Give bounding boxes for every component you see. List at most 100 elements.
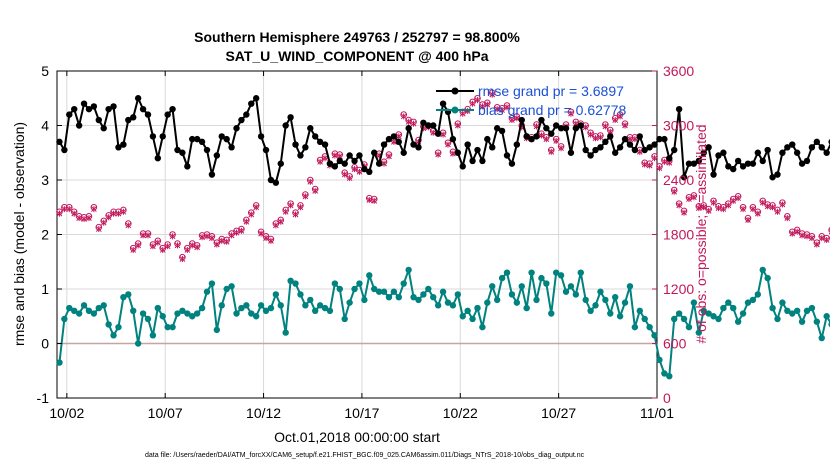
bias-point bbox=[430, 293, 437, 301]
bias-point bbox=[346, 299, 353, 306]
bias-point bbox=[425, 285, 432, 293]
assimilated-obs-point bbox=[705, 207, 712, 214]
assimilated-obs-point bbox=[582, 124, 589, 131]
possible-obs-point bbox=[828, 227, 830, 233]
assimilated-obs-point bbox=[430, 129, 437, 136]
rmse-point bbox=[730, 165, 737, 173]
assimilated-obs-point bbox=[681, 209, 687, 216]
bias-point bbox=[636, 307, 643, 314]
rmse-point bbox=[341, 160, 348, 167]
assimilated-obs-point bbox=[499, 107, 505, 114]
rmse-point bbox=[808, 144, 816, 151]
rmse-point bbox=[793, 149, 801, 156]
rmse-point bbox=[56, 138, 63, 146]
assimilated-obs-point bbox=[115, 210, 122, 217]
y-axis-label: rmse and bias (model - observation) bbox=[11, 122, 27, 346]
rmse-point bbox=[169, 105, 176, 113]
assimilated-obs-point bbox=[110, 210, 117, 217]
assimilated-obs-point bbox=[253, 204, 260, 211]
y2-tick-label: 0 bbox=[663, 390, 671, 406]
rmse-point bbox=[252, 95, 260, 102]
assimilated-obs-point bbox=[489, 91, 496, 98]
rmse-point bbox=[311, 133, 319, 140]
rmse-point bbox=[130, 114, 137, 121]
bias-point bbox=[661, 370, 668, 377]
bias-point bbox=[518, 283, 525, 290]
assimilated-obs-point bbox=[164, 243, 171, 250]
assimilated-obs-point bbox=[735, 195, 742, 202]
bias-point bbox=[759, 266, 766, 274]
bias-point bbox=[459, 313, 466, 320]
rmse-point bbox=[493, 125, 501, 132]
rmse-point bbox=[80, 100, 88, 107]
assimilated-obs-point bbox=[346, 175, 353, 182]
bias-point bbox=[528, 269, 535, 276]
bias-point bbox=[174, 310, 181, 317]
bias-point bbox=[85, 307, 93, 314]
assimilated-obs-point bbox=[769, 204, 776, 211]
bias-point bbox=[479, 323, 486, 331]
rmse-point bbox=[385, 135, 393, 143]
assimilated-obs-point bbox=[636, 148, 643, 155]
assimilated-obs-point bbox=[238, 227, 245, 234]
rmse-point bbox=[287, 114, 294, 121]
assimilated-obs-point bbox=[568, 110, 574, 117]
assimilated-obs-point bbox=[199, 234, 205, 241]
bias-point bbox=[592, 302, 599, 309]
bias-point bbox=[125, 291, 132, 298]
rmse-point bbox=[331, 163, 339, 170]
rmse-point bbox=[66, 111, 73, 118]
assimilated-obs-point bbox=[587, 131, 594, 138]
assimilated-obs-point bbox=[204, 233, 210, 240]
rmse-point bbox=[243, 111, 250, 118]
legend-bias-label: bias grand pr = 0.62778 bbox=[478, 102, 626, 118]
bias-point bbox=[193, 310, 201, 317]
assimilated-obs-point bbox=[66, 206, 73, 213]
rmse-point bbox=[105, 105, 112, 113]
rmse-point bbox=[139, 105, 147, 113]
bias-point bbox=[607, 310, 614, 317]
assimilated-obs-point bbox=[322, 155, 328, 162]
rmse-point bbox=[803, 157, 811, 165]
bias-point bbox=[71, 307, 78, 314]
rmse-point bbox=[346, 152, 353, 159]
bias-point bbox=[725, 299, 732, 306]
rmse-point bbox=[774, 171, 781, 178]
assimilated-obs-point bbox=[543, 136, 550, 143]
assimilated-obs-point bbox=[504, 104, 510, 111]
bias-point bbox=[336, 285, 343, 293]
assimilated-obs-point bbox=[779, 201, 786, 208]
rmse-point bbox=[292, 141, 299, 148]
legend: rmse grand pr = 3.6897 bias grand pr = 0… bbox=[436, 83, 626, 118]
bias-point bbox=[321, 304, 329, 312]
bias-point bbox=[144, 315, 152, 323]
bias-point bbox=[493, 296, 501, 304]
bias-point bbox=[257, 302, 265, 309]
x-axis-label: Oct.01,2018 00:00:00 start bbox=[274, 429, 440, 445]
rmse-point bbox=[626, 141, 634, 148]
rmse-point bbox=[189, 135, 196, 143]
assimilated-obs-point bbox=[750, 206, 756, 213]
x-tick-label: 10/07 bbox=[148, 405, 183, 421]
assimilated-obs-point bbox=[789, 230, 796, 237]
assimilated-obs-point bbox=[469, 100, 476, 107]
assimilated-obs-point bbox=[676, 202, 682, 209]
rmse-point bbox=[223, 135, 230, 143]
rmse-point bbox=[503, 152, 511, 159]
rmse-point bbox=[61, 146, 68, 154]
bias-point bbox=[262, 307, 270, 314]
assimilated-obs-point bbox=[179, 256, 186, 263]
bias-point bbox=[582, 296, 589, 304]
bias-point bbox=[341, 315, 348, 323]
assimilated-obs-point bbox=[268, 237, 274, 244]
legend-bias-marker bbox=[451, 106, 459, 114]
assimilated-obs-point bbox=[312, 187, 319, 194]
rmse-point bbox=[100, 125, 107, 132]
rmse-point bbox=[548, 130, 555, 137]
assimilated-obs-point bbox=[395, 133, 402, 140]
assimilated-obs-point bbox=[366, 196, 373, 203]
rmse-point bbox=[700, 149, 707, 156]
assimilated-obs-point bbox=[86, 215, 92, 222]
bias-point bbox=[705, 310, 712, 317]
